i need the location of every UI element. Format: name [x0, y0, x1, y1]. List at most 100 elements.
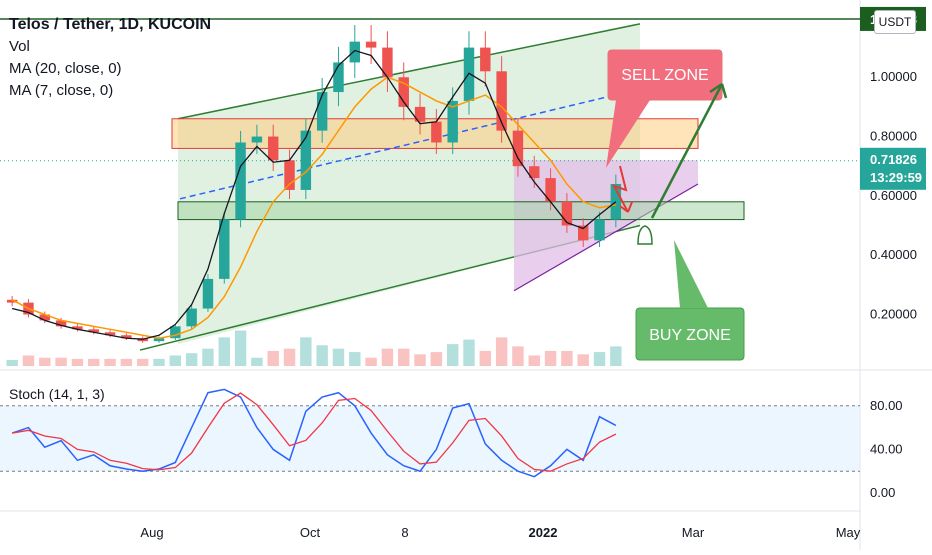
candle-body: [480, 47, 491, 72]
candle-body: [512, 130, 524, 167]
buy-zone-callout-pointer: [674, 240, 708, 308]
ma7-line: [12, 49, 617, 340]
stoch-band: [0, 405, 860, 472]
trend-channel: [178, 23, 640, 345]
symbol-title[interactable]: Telos / Tether, 1D, KUCOIN: [9, 16, 212, 33]
buy-zone-label: BUY ZONE: [649, 327, 731, 344]
ma7-indicator-label[interactable]: MA (7, close, 0): [9, 82, 114, 99]
sell-zone-callout-pointer: [606, 100, 650, 168]
candle-body: [431, 121, 442, 143]
candle-body: [561, 201, 573, 226]
volume-bar: [283, 348, 296, 366]
last-price-badge: [860, 147, 926, 190]
volume-bar: [267, 350, 279, 366]
volume-bar: [381, 348, 394, 366]
candle-body: [235, 142, 246, 220]
triangle-pattern: [514, 160, 698, 291]
candle-body: [88, 329, 99, 333]
volume-bar: [234, 330, 247, 366]
price-tick-label: 0.40000: [870, 247, 917, 262]
pullback-arrowhead: [619, 201, 633, 213]
candle-body: [577, 225, 589, 241]
time-tick-label: May: [836, 525, 861, 540]
dashed-trendline: [179, 88, 641, 200]
candle-body: [382, 47, 393, 78]
volume-bar: [430, 352, 443, 366]
channel-upper-line: [177, 23, 641, 120]
vol-indicator-label[interactable]: Vol: [9, 38, 30, 55]
volume-bar: [251, 357, 263, 366]
pullback-arrow: [611, 165, 629, 213]
candle-body: [267, 136, 279, 161]
candle-body: [153, 338, 165, 342]
volume-bar: [169, 355, 182, 366]
volume-bar: [349, 352, 361, 366]
currency-button[interactable]: USDT: [874, 10, 916, 34]
candle-body: [284, 160, 295, 190]
volume-bar: [202, 348, 214, 366]
volume-bar: [6, 360, 18, 366]
volume-bar: [463, 339, 475, 366]
volume-bar: [136, 358, 149, 366]
candle-body: [316, 92, 328, 131]
volume-bar: [495, 337, 508, 366]
target-arrowhead: [709, 82, 728, 99]
stoch-tick-label: 40.00: [870, 441, 903, 456]
volume-bar: [39, 357, 51, 366]
candle-body: [219, 219, 230, 279]
price-tick-label: 0.80000: [870, 129, 917, 144]
volume-bar: [398, 348, 410, 366]
volume-bar: [446, 344, 459, 366]
volume-bar: [577, 354, 589, 366]
bell-alert-icon: [637, 225, 653, 245]
volume-bar: [88, 358, 100, 366]
volume-bar: [544, 350, 557, 366]
candle-body: [414, 106, 426, 122]
candle-body: [251, 136, 263, 143]
candle-body: [104, 332, 116, 336]
price-tick-label: 1.00000: [870, 69, 917, 84]
candle-body: [365, 41, 377, 48]
volume-bar: [610, 346, 622, 366]
candle-body: [121, 335, 132, 339]
stoch-tick-label: 80.00: [870, 398, 903, 413]
time-tick-label: 2022: [529, 525, 558, 540]
volume-bar: [153, 358, 165, 366]
candle-body: [300, 130, 312, 190]
last-price-label: 0.71826: [870, 152, 917, 167]
buy-zone-callout: [635, 307, 745, 361]
candle-body: [55, 320, 67, 327]
volume-bar: [561, 350, 573, 366]
volume-bar: [316, 345, 328, 366]
candle-body: [545, 178, 556, 202]
volume-bars: [6, 330, 622, 366]
price-tick-label: 0.20000: [870, 306, 917, 321]
candle-body: [202, 278, 214, 309]
volume-bar: [218, 337, 230, 366]
stoch-tick-label: 0.00: [870, 485, 895, 500]
candle-body: [186, 308, 197, 327]
price-tick-label: 0.60000: [870, 188, 917, 203]
volume-bar: [55, 357, 67, 366]
volume-bar: [300, 337, 312, 366]
candle-body: [72, 326, 83, 330]
countdown-label: 13:29:59: [870, 170, 922, 185]
volume-bar: [512, 346, 524, 366]
volume-bar: [22, 355, 35, 366]
ma20-indicator-label[interactable]: MA (20, close, 0): [9, 60, 122, 77]
volume-bar: [479, 350, 492, 366]
stoch-d-line: [12, 392, 617, 472]
time-tick-label: 8: [401, 525, 408, 540]
candle-body: [333, 62, 344, 93]
ma20-line: [11, 76, 616, 339]
time-tick-label: Oct: [300, 525, 321, 540]
stoch-k-line: [11, 388, 617, 478]
chart-legend: Telos / Tether, 1D, KUCOIN Vol MA (20, c…: [9, 14, 211, 102]
volume-bar: [71, 358, 84, 366]
volume-bar: [414, 354, 426, 366]
volume-bar: [365, 357, 377, 366]
stoch-indicator-label[interactable]: Stoch (14, 1, 3): [9, 386, 105, 402]
volume-bar: [185, 353, 198, 366]
